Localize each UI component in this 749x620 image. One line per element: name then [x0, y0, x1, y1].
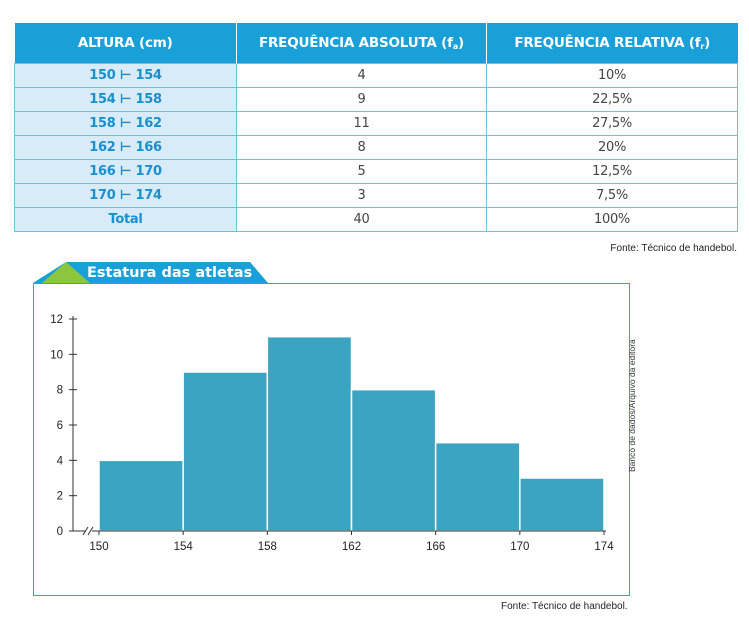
chart-frame	[33, 283, 630, 596]
cell-absolute-frequency: 9	[236, 86, 487, 112]
cell-relative-frequency: 7,5%	[486, 182, 738, 208]
histogram-bar	[98, 459, 184, 532]
table-source: Fonte: Técnico de handebol.	[610, 243, 737, 254]
y-tick-label: 8	[57, 385, 63, 397]
x-tick-label: 154	[174, 541, 194, 553]
title-triangle-icon	[42, 262, 90, 283]
header-height: ALTURA (cm)	[14, 23, 237, 63]
cell-interval: 162 ⊢ 166	[14, 134, 237, 160]
bars-group	[98, 335, 605, 532]
header-absolute-frequency: FREQUÊNCIA ABSOLUTA (fa)	[236, 23, 487, 63]
cell-total-relative: 100%	[486, 206, 738, 232]
table-header-row: ALTURA (cm) FREQUÊNCIA ABSOLUTA (fa) FRE…	[14, 23, 738, 63]
x-tick-label: 158	[258, 541, 277, 553]
cell-interval: 166 ⊢ 170	[14, 158, 237, 184]
chart-title: Estatura das atletas	[87, 265, 252, 281]
x-tick-label: 162	[342, 541, 361, 553]
histogram-bar	[266, 335, 353, 532]
cell-interval: 154 ⊢ 158	[14, 86, 237, 112]
cell-relative-frequency: 20%	[486, 134, 738, 160]
table-row: 158 ⊢ 162 11 27,5%	[14, 110, 738, 136]
y-ticks-group: 0 2 4 6 8 10 12	[50, 314, 77, 538]
histogram-bar	[182, 371, 269, 532]
cell-relative-frequency: 12,5%	[486, 158, 738, 184]
cell-interval: 170 ⊢ 174	[14, 182, 237, 208]
x-tick-label: 166	[426, 541, 445, 553]
cell-absolute-frequency: 4	[236, 62, 487, 88]
cell-total-label: Total	[14, 206, 237, 232]
table-row: 150 ⊢ 154 4 10%	[14, 62, 738, 88]
axis-break-mark	[87, 526, 94, 536]
histogram-bar	[519, 477, 605, 532]
y-tick-label: 4	[57, 455, 64, 467]
cell-total-absolute: 40	[236, 206, 487, 232]
cell-interval: 150 ⊢ 154	[14, 62, 237, 88]
x-ticks-group: 150 154 158 162 166 170 174	[89, 531, 614, 553]
title-tab-background	[33, 262, 268, 283]
axis-break-mark	[82, 526, 89, 536]
frequency-table: ALTURA (cm) FREQUÊNCIA ABSOLUTA (fa) FRE…	[14, 23, 738, 232]
x-tick-label: 150	[89, 541, 108, 553]
x-tick-label: 174	[594, 541, 614, 553]
y-tick-label: 10	[50, 349, 63, 361]
table-row: 166 ⊢ 170 5 12,5%	[14, 158, 738, 184]
histogram-bar	[350, 388, 437, 532]
table-total-row: Total 40 100%	[14, 206, 738, 232]
chart-source: Fonte: Técnico de handebol.	[501, 601, 628, 612]
y-tick-label: 6	[57, 420, 63, 432]
histogram-bar	[434, 441, 521, 532]
image-credit: Banco de dados/Arquivo da editora	[627, 339, 637, 472]
header-relative-frequency: FREQUÊNCIA RELATIVA (fr)	[486, 23, 738, 63]
title-banner: Estatura das atletas	[33, 262, 268, 283]
cell-interval: 158 ⊢ 162	[14, 110, 237, 136]
table-row: 154 ⊢ 158 9 22,5%	[14, 86, 738, 112]
table-row: 162 ⊢ 166 8 20%	[14, 134, 738, 160]
axis-break-gap	[85, 525, 92, 537]
y-tick-label: 0	[57, 526, 63, 538]
y-tick-label: 2	[57, 491, 63, 503]
y-tick-label: 12	[50, 314, 63, 326]
x-tick-label: 170	[510, 541, 529, 553]
